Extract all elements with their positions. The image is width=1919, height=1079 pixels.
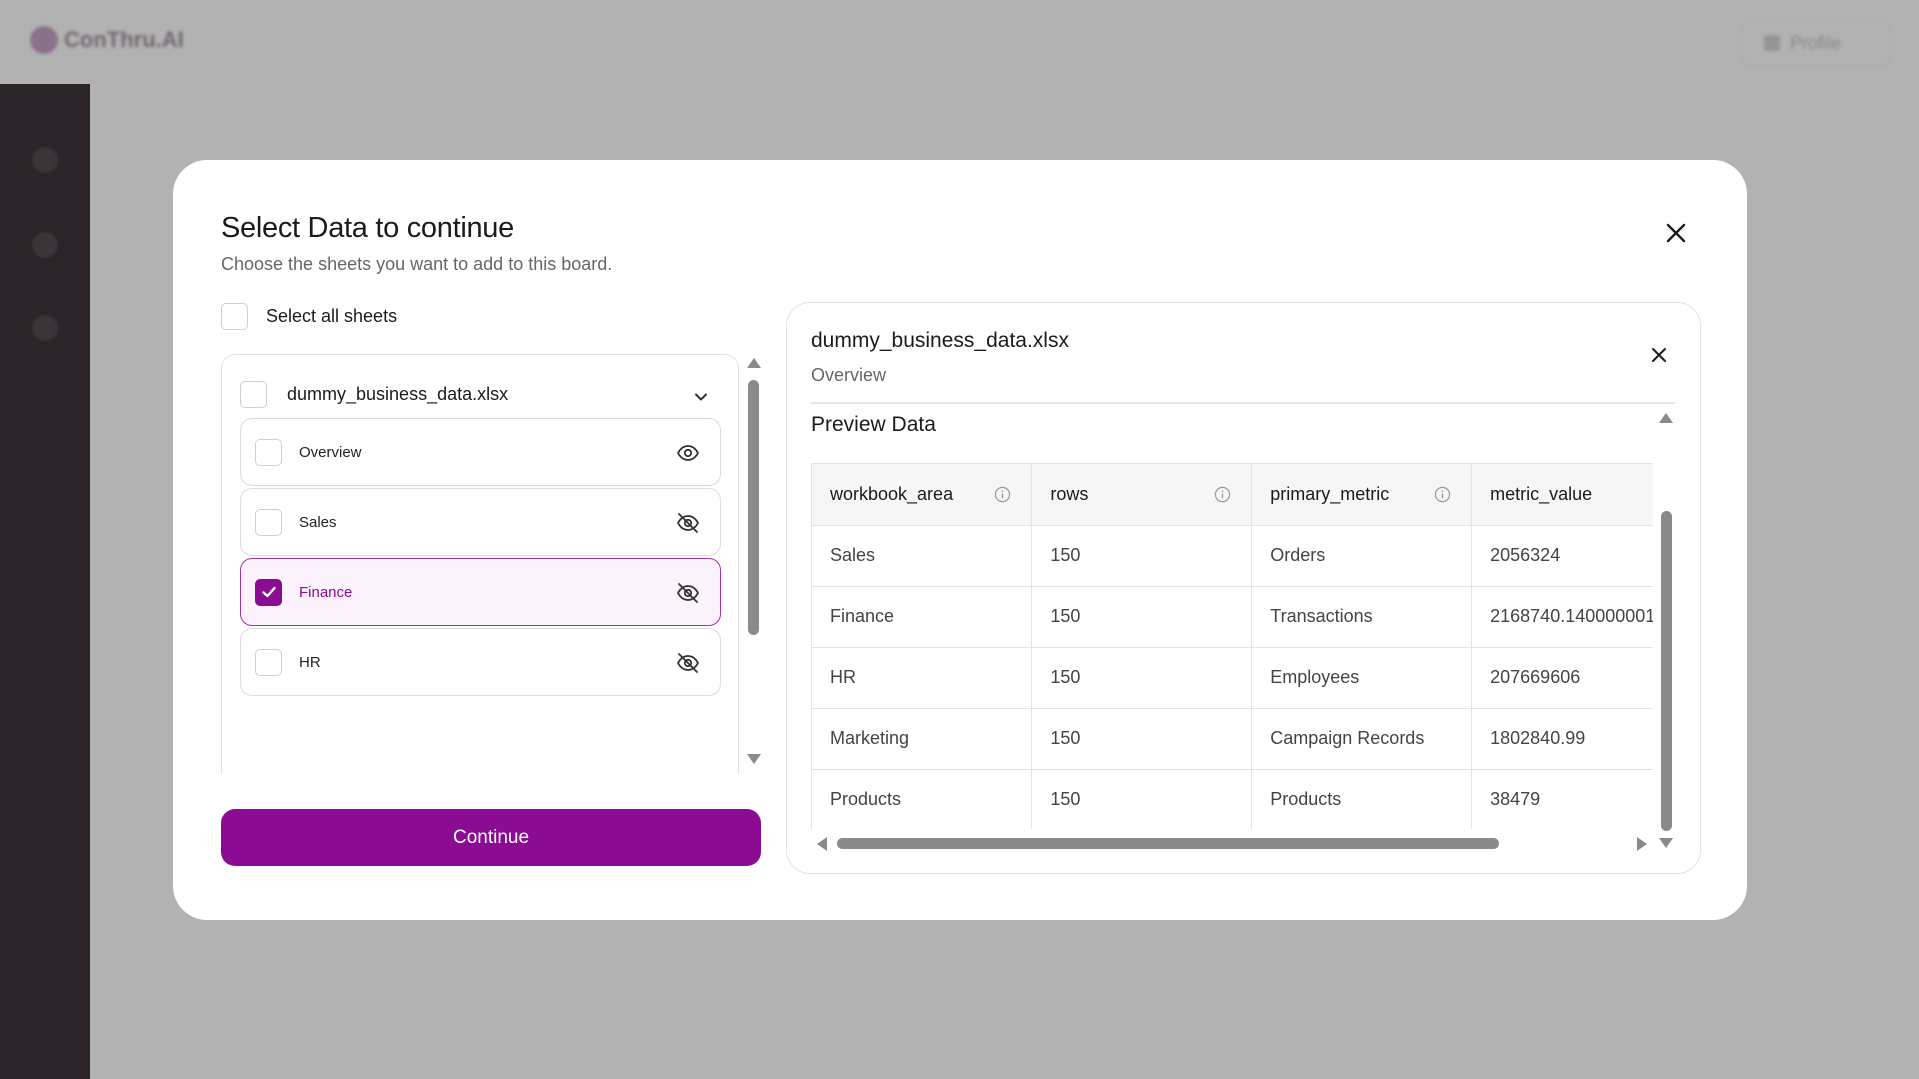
column-header[interactable]: workbook_area <box>812 464 1033 526</box>
chevron-down-icon[interactable] <box>692 388 710 406</box>
modal-title: Select Data to continue <box>221 212 514 244</box>
column-header-label: rows <box>1050 483 1089 504</box>
profile-label: Profile <box>1790 32 1842 53</box>
preview-table-container[interactable]: workbook_area rows primary_metric metric… <box>811 463 1653 829</box>
scrollbar-thumb[interactable] <box>837 838 1499 849</box>
preview-sheet-name: Overview <box>811 365 887 385</box>
table-cell: 2168740.140000001 <box>1471 586 1653 648</box>
close-icon[interactable] <box>1647 343 1671 367</box>
sidebar-settings-icon <box>32 315 58 341</box>
table-cell: Employees <box>1251 647 1473 709</box>
table-vertical-scrollbar[interactable] <box>1655 407 1677 847</box>
scroll-up-arrow-icon[interactable] <box>747 358 761 368</box>
sheet-item-finance[interactable]: Finance <box>240 558 721 626</box>
sidebar <box>0 84 90 1079</box>
table-cell: HR <box>812 647 1033 709</box>
select-all-label: Select all sheets <box>266 306 398 326</box>
scroll-down-arrow-icon[interactable] <box>1659 838 1673 848</box>
table-cell: 150 <box>1031 708 1253 770</box>
eye-off-icon[interactable] <box>676 651 700 675</box>
close-icon[interactable] <box>1661 218 1691 248</box>
sheet-item-sales[interactable]: Sales <box>240 488 721 556</box>
preview-panel: dummy_business_data.xlsx Overview Previe… <box>786 302 1701 874</box>
table-row: Finance 150 Transactions 2168740.1400000… <box>812 586 1653 648</box>
table-cell: Products <box>1251 769 1473 829</box>
preview-file-name: dummy_business_data.xlsx <box>811 329 1069 352</box>
select-all-checkbox[interactable] <box>221 303 248 330</box>
table-cell: Campaign Records <box>1251 708 1473 770</box>
sheet-item-hr[interactable]: HR <box>240 628 721 696</box>
table-row: Sales 150 Orders 2056324 <box>812 525 1653 587</box>
eye-off-icon[interactable] <box>676 511 700 535</box>
column-header-label: primary_metric <box>1270 483 1390 504</box>
scroll-left-arrow-icon[interactable] <box>817 837 827 851</box>
sheet-label: HR <box>299 653 321 671</box>
table-cell: Transactions <box>1251 586 1473 648</box>
select-all-row[interactable]: Select all sheets <box>221 303 397 330</box>
file-checkbox[interactable] <box>240 381 267 408</box>
continue-button[interactable]: Continue <box>221 809 761 866</box>
app-name: ConThru.AI <box>64 27 184 52</box>
scroll-down-arrow-icon[interactable] <box>747 754 761 764</box>
table-row: HR 150 Employees 207669606 <box>812 647 1653 709</box>
sheet-checkbox[interactable] <box>255 508 282 536</box>
sheet-label: Overview <box>299 443 362 461</box>
scroll-right-arrow-icon[interactable] <box>1637 837 1647 851</box>
profile-button: Profile <box>1741 20 1891 66</box>
scrollbar-thumb[interactable] <box>748 380 759 635</box>
sheet-checkbox[interactable] <box>255 438 282 466</box>
table-cell: 150 <box>1031 647 1253 709</box>
user-icon <box>1764 35 1780 51</box>
modal-subtitle: Choose the sheets you want to add to thi… <box>221 254 613 274</box>
table-cell: 2056324 <box>1471 525 1653 587</box>
table-cell: 150 <box>1031 525 1253 587</box>
sheet-label: Finance <box>299 583 353 601</box>
sheet-checkbox-checked[interactable] <box>255 578 282 606</box>
column-header-label: metric_value <box>1490 483 1593 504</box>
preview-data-heading: Preview Data <box>811 413 936 436</box>
table-horizontal-scrollbar[interactable] <box>811 833 1653 855</box>
table-cell: 1802840.99 <box>1471 708 1653 770</box>
scroll-up-arrow-icon[interactable] <box>1659 413 1673 423</box>
file-name: dummy_business_data.xlsx <box>287 384 509 404</box>
sidebar-link-icon <box>32 232 58 258</box>
sheet-checkbox[interactable] <box>255 648 282 676</box>
logo-mark-icon <box>30 26 58 54</box>
table-cell: Finance <box>812 586 1033 648</box>
info-icon[interactable] <box>1214 486 1231 503</box>
table-row: Marketing 150 Campaign Records 1802840.9… <box>812 708 1653 770</box>
table-cell: Marketing <box>812 708 1033 770</box>
eye-off-icon[interactable] <box>676 581 700 605</box>
check-icon <box>261 586 276 598</box>
scrollbar-thumb[interactable] <box>1661 511 1672 831</box>
table-cell: 207669606 <box>1471 647 1653 709</box>
table-cell: Orders <box>1251 525 1473 587</box>
sidebar-home-icon <box>32 147 58 173</box>
table-row: Products 150 Products 38479 <box>812 769 1653 829</box>
column-header[interactable]: metric_value <box>1471 464 1653 526</box>
select-data-modal: Select Data to continue Choose the sheet… <box>173 160 1747 920</box>
app-logo: ConThru.AI <box>30 26 184 54</box>
column-header[interactable]: rows <box>1031 464 1253 526</box>
sheet-label: Sales <box>299 513 337 531</box>
info-icon[interactable] <box>1434 486 1451 503</box>
table-cell: 150 <box>1031 586 1253 648</box>
table-cell: 150 <box>1031 769 1253 829</box>
sheet-list-scrollbar[interactable] <box>741 354 765 766</box>
eye-icon[interactable] <box>676 441 700 465</box>
divider <box>811 402 1675 404</box>
table-cell: 38479 <box>1471 769 1653 829</box>
preview-table: workbook_area rows primary_metric metric… <box>812 464 1653 829</box>
table-header-row: workbook_area rows primary_metric metric… <box>812 464 1653 526</box>
table-cell: Sales <box>812 525 1033 587</box>
column-header-label: workbook_area <box>830 483 954 504</box>
table-cell: Products <box>812 769 1033 829</box>
file-header[interactable]: dummy_business_data.xlsx <box>240 381 508 408</box>
info-icon[interactable] <box>994 486 1011 503</box>
column-header[interactable]: primary_metric <box>1251 464 1473 526</box>
sheet-item-overview[interactable]: Overview <box>240 418 721 486</box>
file-panel: dummy_business_data.xlsx Overview Sales <box>221 354 739 774</box>
